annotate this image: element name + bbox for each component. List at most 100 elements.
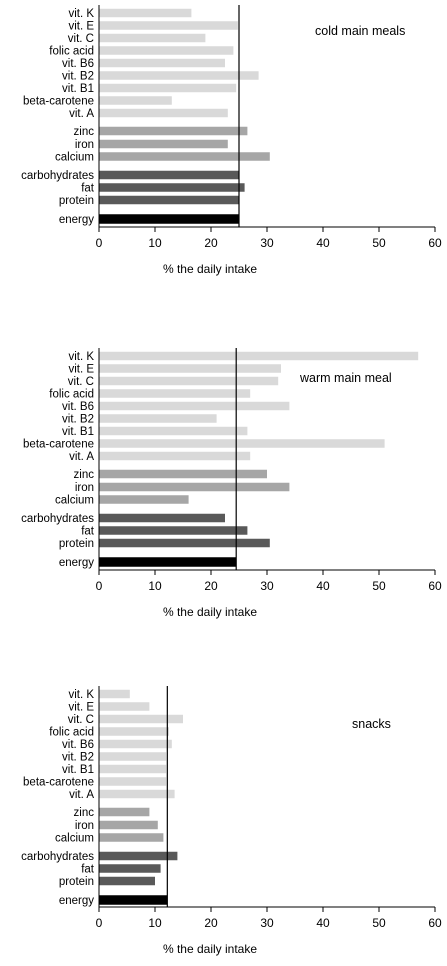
panel-title: warm main meal (299, 371, 392, 385)
bar-panel-2-energy (99, 557, 237, 567)
x-tick-label: 10 (148, 579, 162, 593)
category-label: protein (59, 876, 94, 888)
bar-panel-3-zinc (99, 807, 150, 817)
category-label: beta-carotene (23, 777, 94, 789)
x-tick-label: 0 (96, 236, 103, 250)
category-label: vit. K (68, 8, 94, 20)
x-axis-label: % the daily intake (163, 942, 257, 956)
x-tick-label: 50 (372, 916, 386, 930)
bar-panel-3-vit-k (99, 689, 130, 699)
bar-panel-2-vit-b2 (99, 414, 217, 423)
category-label: energy (59, 214, 94, 226)
bar-panel-3-beta-carotene (99, 777, 167, 786)
bar-panel-1-calcium (99, 152, 270, 161)
category-label: calcium (55, 833, 94, 845)
bar-panel-2-vit-a (99, 451, 251, 461)
bar-panel-2-vit-b6 (99, 401, 290, 411)
category-label: energy (59, 895, 94, 907)
bar-panel-3-energy (99, 895, 168, 905)
x-tick-label: 60 (428, 236, 442, 250)
bar-panel-2-beta-carotene (99, 439, 385, 448)
x-tick-label: 20 (204, 236, 218, 250)
category-label: vit. E (68, 702, 94, 714)
x-tick-label: 10 (148, 916, 162, 930)
bar-panel-1-protein (99, 195, 239, 205)
bar-panel-2-vit-k (99, 351, 419, 361)
bar-panel-1-folic-acid (99, 46, 234, 55)
bar-panel-2-calcium (99, 495, 189, 504)
bar-panel-1-iron (99, 139, 228, 149)
bar-panel-3-vit-a (99, 789, 175, 799)
category-label: carbohydrates (21, 170, 94, 182)
bar-panel-3-vit-b2 (99, 752, 167, 761)
category-label: zinc (74, 126, 95, 138)
bar-panel-1-zinc (99, 126, 248, 136)
category-label: vit. C (68, 714, 94, 726)
x-tick-label: 50 (372, 236, 386, 250)
category-label: vit. B1 (62, 426, 94, 438)
category-label: vit. C (68, 33, 94, 45)
category-label: vit. B2 (62, 752, 94, 764)
category-label: calcium (55, 495, 94, 507)
x-tick-label: 30 (260, 236, 274, 250)
bar-panel-3-folic-acid (99, 727, 169, 736)
bar-panel-1-beta-carotene (99, 96, 172, 105)
bar-panel-1-carbohydrates (99, 170, 239, 180)
bar-panel-1-vit-b2 (99, 71, 259, 80)
x-tick-label: 50 (372, 579, 386, 593)
category-label: beta-carotene (23, 96, 94, 108)
bar-panel-1-vit-b1 (99, 83, 237, 93)
bar-panel-3-calcium (99, 833, 164, 842)
category-label: vit. C (68, 376, 94, 388)
bar-panel-1-fat (99, 183, 245, 192)
bar-panel-2-iron (99, 482, 290, 492)
category-label: carbohydrates (21, 513, 94, 525)
bar-panel-1-vit-c (99, 33, 206, 43)
bar-panel-2-zinc (99, 469, 267, 479)
x-axis-label: % the daily intake (163, 605, 257, 619)
category-label: iron (75, 482, 94, 494)
bar-panel-2-vit-b1 (99, 426, 248, 436)
bar-panel-1-vit-k (99, 8, 192, 18)
panel-title: cold main meals (315, 24, 405, 38)
bar-panel-3-vit-e (99, 702, 150, 711)
category-label: beta-carotene (23, 439, 94, 451)
bar-panel-3-protein (99, 876, 155, 886)
bar-panel-3-vit-b1 (99, 764, 167, 774)
bar-panel-3-iron (99, 820, 158, 830)
x-tick-label: 0 (96, 916, 103, 930)
x-tick-label: 30 (260, 579, 274, 593)
category-label: vit. K (68, 351, 94, 363)
category-label: vit. B1 (62, 764, 94, 776)
category-label: folic acid (49, 46, 94, 58)
bar-panel-2-fat (99, 526, 248, 535)
category-label: vit. K (68, 689, 94, 701)
category-label: fat (81, 864, 95, 876)
bar-panel-2-vit-c (99, 376, 279, 386)
x-tick-label: 60 (428, 579, 442, 593)
category-label: vit. B2 (62, 414, 94, 426)
category-label: vit. B6 (62, 401, 94, 413)
panel-title: snacks (352, 717, 391, 731)
category-label: vit. B6 (62, 739, 94, 751)
bar-panel-1-vit-a (99, 108, 228, 118)
x-tick-label: 40 (316, 579, 330, 593)
bar-panel-2-protein (99, 538, 270, 548)
category-label: iron (75, 139, 94, 151)
category-label: zinc (74, 807, 95, 819)
x-tick-label: 20 (204, 579, 218, 593)
category-label: zinc (74, 469, 95, 481)
bar-panel-2-folic-acid (99, 389, 251, 398)
bar-panel-3-carbohydrates (99, 851, 178, 861)
bar-panel-3-fat (99, 864, 161, 873)
bar-panel-1-vit-e (99, 21, 238, 30)
category-label: vit. A (69, 789, 94, 801)
category-label: fat (81, 526, 95, 538)
category-label: fat (81, 183, 95, 195)
x-tick-label: 20 (204, 916, 218, 930)
category-label: iron (75, 820, 94, 832)
x-tick-label: 30 (260, 916, 274, 930)
x-tick-label: 40 (316, 916, 330, 930)
x-axis-label: % the daily intake (163, 262, 257, 276)
